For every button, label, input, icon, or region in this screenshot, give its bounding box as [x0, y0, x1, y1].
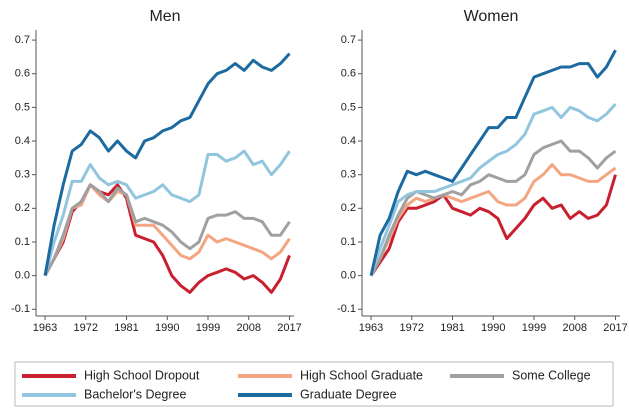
x-tick-label: 1990 — [155, 322, 179, 334]
series-line — [369, 139, 617, 277]
series-line — [369, 102, 617, 277]
y-tick-label: 0.3 — [15, 169, 30, 181]
y-tick-label: 0.6 — [15, 68, 30, 80]
x-tick-label: 1990 — [481, 322, 505, 334]
legend-label: Some College — [512, 368, 591, 382]
y-tick-label: -0.1 — [337, 303, 356, 315]
chart-title: Men — [149, 8, 180, 25]
chart-title: Women — [464, 8, 519, 25]
y-tick-label: 0.6 — [341, 68, 356, 80]
x-tick-label: 1972 — [74, 322, 98, 334]
y-tick-label: -0.1 — [11, 303, 30, 315]
y-tick-label: 0.4 — [15, 135, 30, 147]
series-line — [369, 49, 617, 276]
x-tick-label: 2008 — [562, 322, 586, 334]
x-tick-label: 1981 — [440, 322, 464, 334]
series-line — [43, 52, 291, 276]
y-tick-label: 0.4 — [341, 135, 356, 147]
y-tick-label: 0.1 — [15, 236, 30, 248]
legend-label: High School Graduate — [300, 368, 423, 382]
series-line — [369, 174, 617, 277]
legend-box — [14, 361, 614, 407]
y-tick-label: 0.2 — [341, 202, 356, 214]
series-line — [43, 149, 291, 276]
series-line — [369, 163, 617, 277]
y-tick-label: 0.0 — [15, 270, 30, 282]
x-tick-label: 1972 — [400, 322, 424, 334]
x-tick-label: 1963 — [33, 322, 57, 334]
y-tick-label: 0.5 — [341, 101, 356, 113]
legend-label: Graduate Degree — [300, 387, 397, 401]
y-tick-label: 0.5 — [15, 101, 30, 113]
x-tick-label: 2008 — [236, 322, 260, 334]
legend-label: High School Dropout — [84, 368, 200, 382]
x-tick-label: 1963 — [359, 322, 383, 334]
x-tick-label: 2017 — [277, 322, 301, 334]
y-tick-label: 0.0 — [341, 270, 356, 282]
y-tick-label: 0.3 — [341, 169, 356, 181]
x-tick-label: 1999 — [196, 322, 220, 334]
y-tick-label: 0.1 — [341, 236, 356, 248]
x-tick-label: 1999 — [522, 322, 546, 334]
legend-label: Bachelor's Degree — [84, 387, 186, 401]
x-tick-label: 1981 — [114, 322, 138, 334]
y-tick-label: 0.2 — [15, 202, 30, 214]
y-tick-label: 0.7 — [15, 34, 30, 46]
series-line — [43, 183, 291, 277]
y-tick-label: 0.7 — [341, 34, 356, 46]
x-tick-label: 2017 — [603, 322, 627, 334]
